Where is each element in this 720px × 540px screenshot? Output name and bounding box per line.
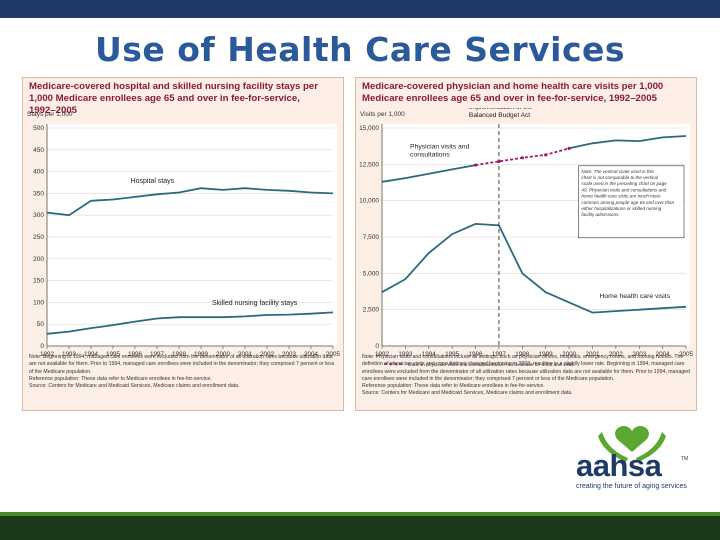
aahsa-hands-heart-icon [598,426,666,462]
data-point [520,156,524,160]
x-tick-label: 1998 [515,351,530,358]
x-tick-label: 2005 [679,351,694,358]
note-right-0: Note: Physician visits and consultations… [362,354,690,382]
x-tick-label: 1995 [106,351,121,358]
note-left-1: Reference population: These data refer t… [29,375,212,382]
series-label-snf: Skilled nursing facility stays [212,300,298,307]
note-box [578,165,685,239]
series-line-0 [46,187,334,217]
chart-left: Stays per 1,000 0 50 100 150 200 250 300 350 400 4… [27,111,341,358]
x-tick-label: 1995 [445,351,460,358]
x-tick-label: 1999 [539,351,554,358]
x-tick-label: 1999 [194,351,209,358]
note-box-text: Note: The vertical scale used in this cha… [581,169,674,217]
y-axis-label: Stays per 1,000 [27,111,73,118]
chart-title-right: Medicare-covered physician and home heal… [362,81,664,104]
annotation-label: Implementation of theBalanced Budget Act [469,108,533,119]
x-tick-label: 2003 [632,351,647,358]
note-left-0: Note: Beginning in 1994, managed care en… [29,354,335,375]
y-tick-label: 0 [375,343,379,350]
y-tick-label: 400 [33,169,44,176]
y-tick-label: 500 [33,125,44,132]
x-tick-label: 2001 [585,351,600,358]
x-tick-label: 2002 [260,351,275,358]
y-tick-label: 10,000 [359,198,379,205]
x-tick-label: 2000 [216,351,231,358]
y-tick-label: 450 [33,147,44,154]
x-tick-label: 1994 [422,351,437,358]
logo-wordmark: aahsa [576,448,662,483]
x-tick-label: 1993 [62,351,77,358]
note-right-1: Reference population: These data refer t… [362,383,545,390]
x-tick-label: 1996 [128,351,143,358]
x-tick-label: 1992 [375,351,390,358]
chart-notes-right: Note: Physician visits and consultations… [362,354,690,398]
slide-title: Use of Health Care Services [94,30,626,69]
x-tick-label: 2005 [326,351,341,358]
x-tick-label: 1993 [398,351,413,358]
y-tick-label: 150 [33,278,44,285]
x-tick-label: 1996 [469,351,484,358]
logo-trademark: TM [681,456,689,462]
x-tick-label: 1992 [40,351,55,358]
x-tick-label: 1997 [492,351,507,358]
plot-background [47,124,337,346]
bottom-bar [0,512,720,540]
chart-panel-left: Medicare-covered hospital and skilled nu… [22,77,344,411]
series-label-home-health: Home health care visits [599,293,670,300]
x-tick-label: 2004 [304,351,319,358]
chart-notes-left: Note: Beginning in 1994, managed care en… [29,354,337,390]
data-point [567,146,571,150]
series-label-hospital: Hospital stays [131,178,175,185]
x-tick-label: 2000 [562,351,577,358]
y-tick-label: 0 [40,343,44,350]
series-line-2 [381,222,687,314]
series-line-1 [46,311,334,335]
x-tick-label: 2001 [238,351,253,358]
y-tick-label: 2,500 [363,307,380,314]
data-point [473,163,478,167]
note-left-2: Source: Centers for Medicare and Medicai… [29,383,240,390]
note-right-2: Source: Centers for Medicare and Medicai… [362,390,573,397]
x-tick-label: 1994 [84,351,99,358]
y-tick-label: 12,500 [359,161,379,168]
x-tick-label: 2003 [282,351,297,358]
x-tick-label: 2002 [609,351,624,358]
y-tick-label: 250 [33,234,44,241]
y-tick-label: 300 [33,212,44,219]
series-label-physician: Physician visits and consultations [410,143,470,158]
chart-right: Visits per 1,000 0 2,500 5,000 7,500 10,000 12… [359,108,694,368]
data-point [544,153,548,157]
y-tick-label: 100 [33,299,44,306]
y-tick-label: 15,000 [359,125,379,132]
y-tick-label: 350 [33,190,44,197]
x-tick-label: 2004 [656,351,671,358]
series-line-0 [381,135,687,183]
y-tick-label: 200 [33,256,44,263]
x-tick-label: 1997 [150,351,165,358]
y-tick-label: 7,500 [363,234,380,241]
chart-panel-right: Medicare-covered physician and home heal… [355,77,697,411]
top-bar [0,0,720,18]
y-axis-label: Visits per 1,000 [360,111,405,118]
legend-dashed-label: Data on physician visits and consultatio… [408,362,575,368]
y-tick-label: 50 [37,321,45,328]
x-tick-label: 1998 [172,351,187,358]
y-tick-label: 5,000 [363,270,380,277]
logo-tagline: creating the future of aging services [576,483,687,490]
chart-title-left: Medicare-covered hospital and skilled nu… [29,81,318,116]
